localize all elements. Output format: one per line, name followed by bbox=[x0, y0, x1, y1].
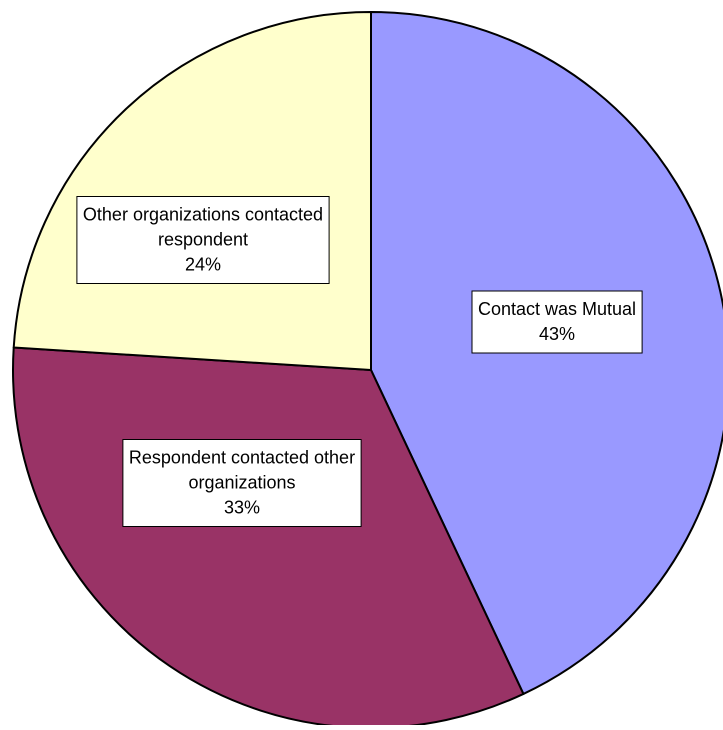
labels-layer: Contact was Mutual 43% Respondent contacte… bbox=[76, 196, 643, 527]
data-label-text: respondent bbox=[158, 230, 248, 250]
data-label-text: Contact was Mutual bbox=[478, 299, 636, 319]
data-label-3: Other organizations contacted respondent 2… bbox=[76, 196, 330, 284]
pie-slice-3 bbox=[12, 11, 372, 371]
data-label-percent: 43% bbox=[539, 324, 575, 344]
data-label-text: Respondent contacted other bbox=[129, 448, 355, 468]
data-label-box bbox=[76, 196, 330, 284]
data-label-2: Respondent contacted other organizations 3… bbox=[122, 439, 362, 527]
data-label-box bbox=[471, 290, 643, 354]
slices-layer bbox=[12, 11, 723, 729]
data-label-text: organizations bbox=[188, 473, 295, 493]
data-label-1: Contact was Mutual 43% bbox=[471, 290, 643, 354]
data-label-text: Other organizations contacted bbox=[83, 205, 323, 225]
data-label-percent: 33% bbox=[224, 498, 260, 518]
data-label-box bbox=[122, 439, 362, 527]
data-label-percent: 24% bbox=[185, 255, 221, 275]
